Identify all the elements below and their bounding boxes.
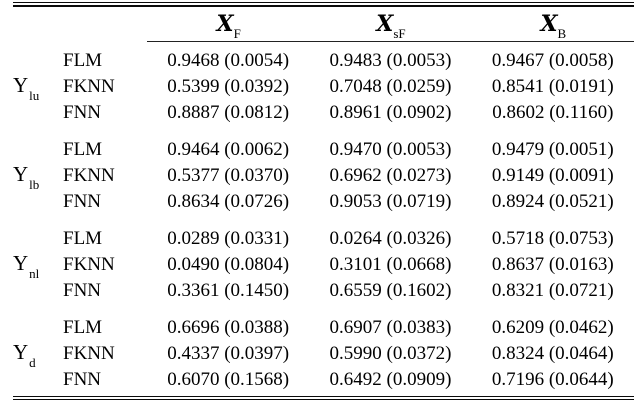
value-cell: 0.9470 (0.0053) (329, 139, 452, 160)
value-cell: 0.6070 (0.1568) (167, 369, 290, 390)
group-label-subscript: lu (29, 88, 40, 104)
method-label: FNN (63, 369, 102, 390)
header-underline-rule (147, 41, 634, 42)
value-cell: 0.7048 (0.0259) (329, 76, 452, 97)
value-cell: 0.4337 (0.0397) (167, 343, 290, 364)
value-cell: 0.0490 (0.0804) (167, 254, 290, 275)
row-group-lu: Υlu FLM 0.9468 (0.0054) 0.9483 (0.0053) … (13, 48, 634, 126)
value-cell: 0.9483 (0.0053) (329, 50, 452, 71)
method-label: FKNN (63, 343, 115, 364)
value-cell: 0.8924 (0.0521) (491, 191, 614, 212)
value-cell: 0.9479 (0.0051) (491, 139, 614, 160)
value-cell: 0.9468 (0.0054) (167, 50, 290, 71)
value-cell: 0.0289 (0.0331) (167, 228, 290, 249)
value-cell: 0.5399 (0.0392) (167, 76, 290, 97)
group-label-lu: Υlu (13, 72, 63, 104)
value-cell: 0.9053 (0.0719) (329, 191, 452, 212)
method-label: FNN (63, 191, 102, 212)
method-label: FLM (63, 228, 103, 249)
value-cell: 0.9149 (0.0091) (491, 165, 614, 186)
value-cell: 0.5377 (0.0370) (167, 165, 290, 186)
upsilon-symbol: Υ (13, 250, 29, 275)
value-cell: 0.8637 (0.0163) (491, 254, 614, 275)
value-cell: 0.8602 (0.1160) (492, 102, 614, 123)
value-cell: 0.7196 (0.0644) (491, 369, 614, 390)
col-header-subscript: F (233, 26, 241, 42)
script-x-symbol: X (376, 11, 393, 37)
col-header-xsf: XsF (309, 7, 471, 49)
value-cell: 0.8324 (0.0464) (491, 343, 614, 364)
value-cell: 0.6696 (0.0388) (167, 317, 290, 338)
table-header-row: XF XsF XB (13, 7, 634, 41)
col-header-subscript: sF (393, 26, 406, 42)
method-label: FNN (63, 102, 102, 123)
value-cell: 0.9464 (0.0062) (167, 139, 290, 160)
row-group-nl: Υnl FLM 0.0289 (0.0331) 0.0264 (0.0326) … (13, 226, 634, 304)
value-cell: 0.8541 (0.0191) (491, 76, 614, 97)
row-group-d: Υd FLM 0.6696 (0.0388) 0.6907 (0.0383) 0… (13, 315, 634, 393)
value-cell: 0.9467 (0.0058) (491, 50, 614, 71)
group-label-subscript: lb (29, 177, 40, 193)
group-label-subscript: d (29, 355, 36, 371)
value-cell: 0.8887 (0.0812) (167, 102, 290, 123)
value-cell: 0.3361 (0.1450) (167, 280, 290, 301)
bottom-rule (13, 396, 634, 400)
method-label: FLM (63, 317, 103, 338)
upsilon-symbol: Υ (13, 72, 29, 97)
upsilon-symbol: Υ (13, 161, 29, 186)
method-label: FKNN (63, 76, 115, 97)
method-label: FKNN (63, 254, 115, 275)
col-header-xb: XB (472, 7, 634, 49)
row-group-lb: Υlb FLM 0.9464 (0.0062) 0.9470 (0.0053) … (13, 137, 634, 215)
value-cell: 0.8634 (0.0726) (167, 191, 290, 212)
col-header-xf: XF (147, 7, 309, 49)
method-label: FNN (63, 280, 102, 301)
script-x-symbol: X (540, 11, 557, 37)
group-label-nl: Υnl (13, 250, 63, 282)
group-label-lb: Υlb (13, 161, 63, 193)
upsilon-symbol: Υ (13, 339, 29, 364)
value-cell: 0.8961 (0.0902) (329, 102, 452, 123)
group-label-d: Υd (13, 339, 63, 371)
value-cell: 0.5718 (0.0753) (491, 228, 614, 249)
value-cell: 0.5990 (0.0372) (329, 343, 452, 364)
script-x-symbol: X (216, 11, 234, 37)
value-cell: 0.6209 (0.0462) (491, 317, 614, 338)
col-header-subscript: B (557, 26, 567, 42)
value-cell: 0.8321 (0.0721) (491, 280, 614, 301)
value-cell: 0.0264 (0.0326) (329, 228, 452, 249)
group-label-subscript: nl (29, 266, 40, 282)
method-label: FLM (63, 50, 103, 71)
value-cell: 0.3101 (0.0668) (329, 254, 452, 275)
value-cell: 0.6559 (0.1602) (329, 280, 452, 301)
method-label: FLM (63, 139, 103, 160)
value-cell: 0.6492 (0.0909) (329, 369, 452, 390)
value-cell: 0.6907 (0.0383) (329, 317, 452, 338)
value-cell: 0.6962 (0.0273) (329, 165, 452, 186)
method-label: FKNN (63, 165, 115, 186)
top-rule (13, 2, 634, 7)
